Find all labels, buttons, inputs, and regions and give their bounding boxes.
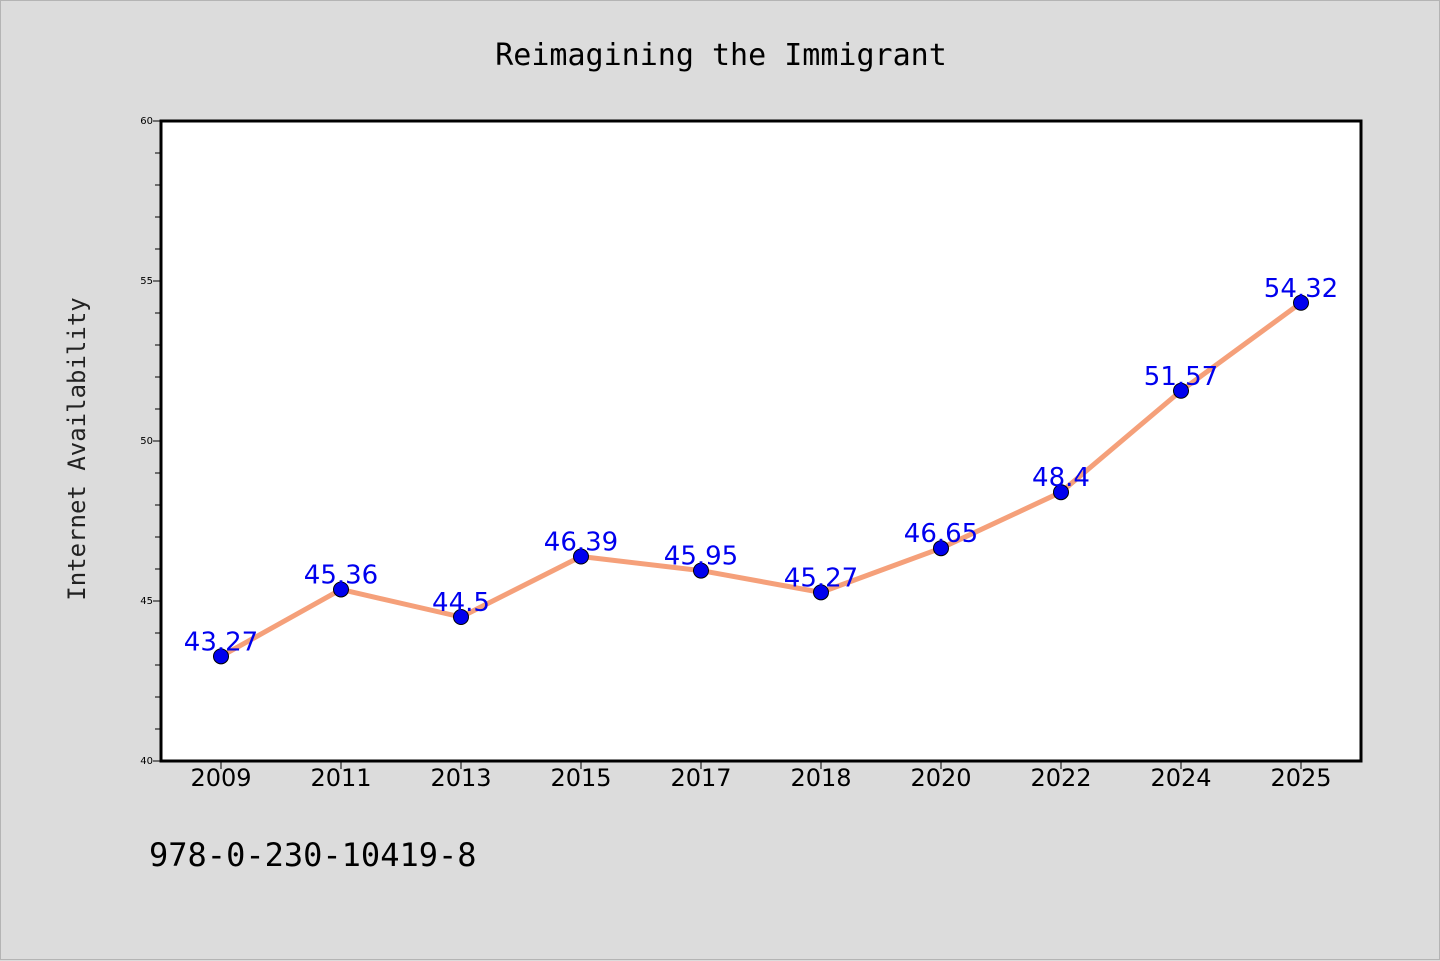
x-tick-label: 2024 xyxy=(1150,764,1211,792)
data-point xyxy=(1173,382,1189,399)
data-label: 45.27 xyxy=(784,563,858,593)
data-label: 48.4 xyxy=(1032,463,1090,493)
y-tick-label: 55 xyxy=(140,276,153,287)
x-tick-label: 2022 xyxy=(1030,764,1091,792)
x-tick-label: 2015 xyxy=(550,764,611,792)
series-line-group xyxy=(218,300,1304,659)
data-label: 46.65 xyxy=(904,519,978,549)
x-tick-label: 2013 xyxy=(430,764,491,792)
y-tick-label: 50 xyxy=(140,436,153,447)
data-point xyxy=(933,540,949,557)
x-tick-label: 2017 xyxy=(670,764,731,792)
data-label: 45.36 xyxy=(304,560,378,590)
data-label: 44.5 xyxy=(432,588,490,618)
chart-title: Reimagining the Immigrant xyxy=(495,38,947,73)
data-point xyxy=(693,562,709,579)
y-tick-label: 60 xyxy=(140,116,153,127)
x-axis-ticks: 2009 2011 2013 2015 2017 2018 2020 2022 2024 2025 xyxy=(190,761,1332,792)
data-point xyxy=(453,609,469,625)
x-tick-label: 2020 xyxy=(910,764,971,792)
y-tick-label: 40 xyxy=(140,756,153,767)
data-point xyxy=(213,648,229,665)
y-tick-label: 45 xyxy=(140,596,153,607)
data-label: 45.95 xyxy=(664,542,738,572)
data-point xyxy=(573,548,589,565)
data-point xyxy=(1053,484,1069,501)
marker-group xyxy=(213,294,1309,665)
y-axis-ticks: 40 45 50 55 60 xyxy=(140,116,161,767)
isbn-text: 978-0-230-10419-8 xyxy=(149,836,477,874)
plot-area xyxy=(159,119,1363,763)
data-label: 51.57 xyxy=(1144,362,1218,392)
data-point xyxy=(813,584,829,601)
x-tick-label: 2009 xyxy=(190,764,251,792)
x-tick-label: 2011 xyxy=(310,764,371,792)
x-tick-label: 2018 xyxy=(790,764,851,792)
x-tick-label: 2025 xyxy=(1270,764,1331,792)
y-axis-label: Internet Availability xyxy=(63,297,91,600)
data-label-group: 43.27 45.36 44.5 46.39 45.95 45.27 46.65 48.4 51… xyxy=(184,274,1338,658)
series-line xyxy=(218,300,1304,659)
data-label: 54.32 xyxy=(1264,274,1338,304)
data-label: 43.27 xyxy=(184,627,258,657)
data-label: 46.39 xyxy=(544,528,618,558)
data-point xyxy=(333,581,349,598)
data-point xyxy=(1293,294,1309,311)
